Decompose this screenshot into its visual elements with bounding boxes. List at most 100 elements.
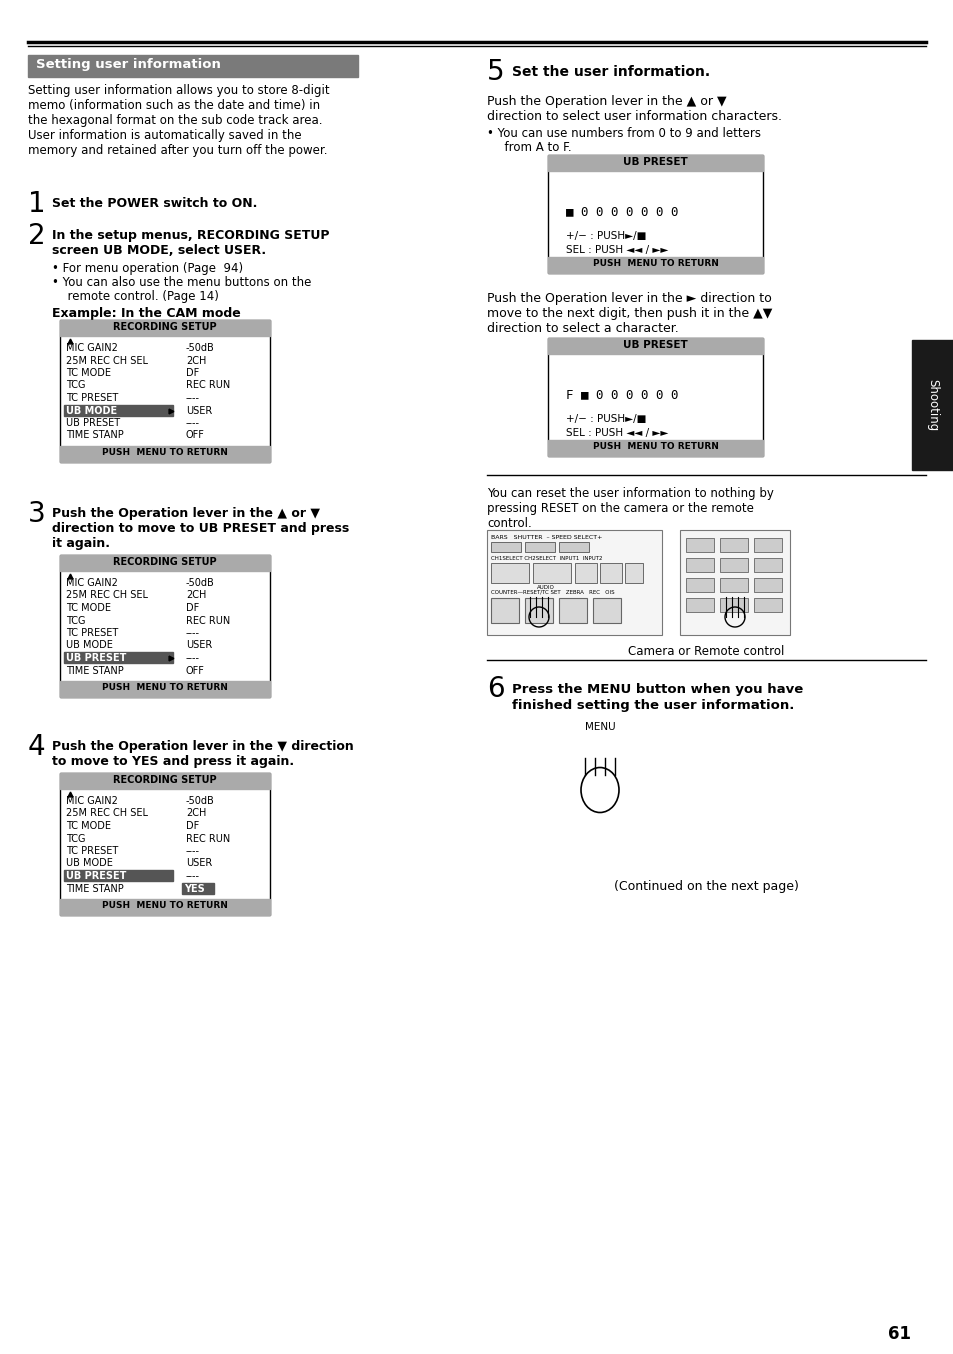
Text: F ■ 0 0 0 0 0 0: F ■ 0 0 0 0 0 0	[565, 389, 678, 401]
Text: • You can use numbers from 0 to 9 and letters: • You can use numbers from 0 to 9 and le…	[486, 127, 760, 139]
Bar	[547, 440, 762, 456]
Text: to move to YES and press it again.: to move to YES and press it again.	[52, 756, 294, 768]
Text: 4: 4	[28, 733, 46, 761]
Text: move to the next digit, then push it in the ▲▼: move to the next digit, then push it in …	[486, 307, 772, 320]
Text: MENU: MENU	[584, 722, 615, 733]
Bar	[64, 405, 172, 416]
Text: TC PRESET: TC PRESET	[66, 393, 118, 403]
Text: Push the Operation lever in the ▲ or ▼: Push the Operation lever in the ▲ or ▼	[52, 506, 319, 520]
Text: TCG: TCG	[66, 616, 86, 626]
Bar	[64, 871, 172, 881]
Text: UB PRESET: UB PRESET	[66, 653, 126, 663]
Bar	[491, 598, 518, 623]
Text: Press the MENU button when you have: Press the MENU button when you have	[512, 682, 802, 696]
Text: USER: USER	[186, 640, 212, 650]
Text: UB PRESET: UB PRESET	[66, 418, 120, 428]
Text: -50dB: -50dB	[186, 578, 214, 588]
Text: it again.: it again.	[52, 538, 110, 550]
Bar	[547, 338, 762, 456]
Text: ----: ----	[186, 653, 200, 663]
Text: ----: ----	[186, 418, 200, 428]
Text: PUSH  MENU TO RETURN: PUSH MENU TO RETURN	[592, 259, 718, 268]
Text: CH1SELECT CH2SELECT  INPUT1  INPUT2: CH1SELECT CH2SELECT INPUT1 INPUT2	[491, 556, 602, 561]
Text: TIME STANP: TIME STANP	[66, 431, 124, 440]
Bar	[685, 558, 713, 571]
Bar	[685, 598, 713, 612]
Bar	[558, 542, 588, 552]
Bar	[720, 598, 747, 612]
Text: (Continued on the next page): (Continued on the next page)	[613, 880, 798, 894]
Bar	[547, 154, 762, 171]
Text: DF: DF	[186, 368, 199, 378]
Bar	[60, 320, 270, 336]
Text: +/− : PUSH►/■: +/− : PUSH►/■	[565, 232, 646, 241]
Bar	[547, 154, 762, 274]
Bar	[575, 563, 597, 584]
Text: REC RUN: REC RUN	[186, 616, 230, 626]
Bar	[60, 555, 270, 697]
Text: screen UB MODE, select USER.: screen UB MODE, select USER.	[52, 244, 266, 257]
Text: MIC GAIN2: MIC GAIN2	[66, 343, 118, 353]
Text: PUSH  MENU TO RETURN: PUSH MENU TO RETURN	[102, 448, 228, 458]
Bar	[524, 598, 553, 623]
Bar	[60, 773, 270, 789]
Bar	[599, 563, 621, 584]
Text: 2CH: 2CH	[186, 590, 206, 601]
Bar	[60, 681, 270, 697]
Text: 25M REC CH SEL: 25M REC CH SEL	[66, 808, 148, 819]
Text: remote control. (Page 14): remote control. (Page 14)	[60, 290, 218, 303]
Bar	[720, 558, 747, 571]
Text: Push the Operation lever in the ▲ or ▼: Push the Operation lever in the ▲ or ▼	[486, 95, 726, 108]
Text: PUSH  MENU TO RETURN: PUSH MENU TO RETURN	[102, 682, 228, 692]
Text: TC MODE: TC MODE	[66, 603, 111, 613]
Text: ----: ----	[186, 628, 200, 638]
Text: Push the Operation lever in the ► direction to: Push the Operation lever in the ► direct…	[486, 292, 771, 305]
Text: DF: DF	[186, 603, 199, 613]
Text: Setting user information allows you to store 8-digit: Setting user information allows you to s…	[28, 84, 330, 97]
Text: OFF: OFF	[186, 431, 205, 440]
Text: MIC GAIN2: MIC GAIN2	[66, 578, 118, 588]
Text: • For menu operation (Page  94): • For menu operation (Page 94)	[52, 263, 243, 275]
Text: 6: 6	[486, 676, 504, 703]
Text: direction to move to UB PRESET and press: direction to move to UB PRESET and press	[52, 523, 349, 535]
Bar	[753, 578, 781, 592]
Text: +/− : PUSH►/■: +/− : PUSH►/■	[565, 414, 646, 424]
Bar	[486, 529, 661, 635]
Bar	[182, 883, 213, 894]
Text: Push the Operation lever in the ▼ direction: Push the Operation lever in the ▼ direct…	[52, 741, 354, 753]
Text: control.: control.	[486, 517, 531, 529]
Bar	[64, 653, 172, 663]
Text: UB MODE: UB MODE	[66, 858, 112, 868]
Text: 1: 1	[28, 190, 46, 218]
Text: TC MODE: TC MODE	[66, 821, 111, 831]
Bar	[60, 320, 270, 462]
Bar	[28, 56, 357, 77]
Text: UB MODE: UB MODE	[66, 405, 117, 416]
Text: PUSH  MENU TO RETURN: PUSH MENU TO RETURN	[102, 900, 228, 910]
Text: 2CH: 2CH	[186, 356, 206, 366]
Text: TIME STANP: TIME STANP	[66, 884, 124, 894]
Text: BARS   SHUTTER  – SPEED SELECT+: BARS SHUTTER – SPEED SELECT+	[491, 535, 601, 540]
Text: 3: 3	[28, 500, 46, 528]
Text: AUDIO: AUDIO	[537, 585, 555, 590]
Bar	[624, 563, 642, 584]
Bar	[720, 538, 747, 552]
Bar	[685, 578, 713, 592]
Text: UB PRESET: UB PRESET	[622, 157, 687, 167]
Bar	[60, 445, 270, 462]
Text: from A to F.: from A to F.	[497, 141, 571, 154]
Text: TIME STANP: TIME STANP	[66, 666, 124, 676]
Bar	[60, 773, 270, 915]
Text: USER: USER	[186, 405, 212, 416]
Text: RECORDING SETUP: RECORDING SETUP	[113, 774, 216, 785]
Text: TCG: TCG	[66, 380, 86, 390]
Text: You can reset the user information to nothing by: You can reset the user information to no…	[486, 487, 773, 500]
Text: Shooting: Shooting	[925, 379, 939, 431]
Text: In the setup menus, RECORDING SETUP: In the setup menus, RECORDING SETUP	[52, 229, 329, 242]
Text: -50dB: -50dB	[186, 343, 214, 353]
Bar	[558, 598, 586, 623]
Text: PUSH  MENU TO RETURN: PUSH MENU TO RETURN	[592, 441, 718, 451]
Bar	[593, 598, 620, 623]
Text: DF: DF	[186, 821, 199, 831]
Text: ----: ----	[186, 846, 200, 856]
